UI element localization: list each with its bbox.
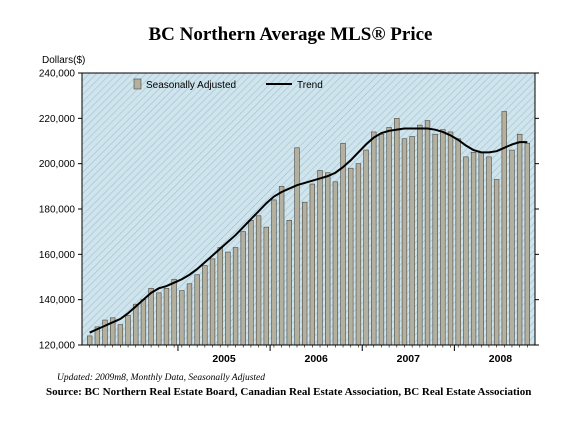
bar: [294, 147, 300, 346]
bar: [478, 152, 484, 346]
x-axis: 20052006200720082009: [89, 345, 581, 365]
bar: [133, 303, 139, 346]
bar: [255, 215, 262, 346]
bar: [148, 288, 154, 346]
y-tick-label: 160,000: [39, 250, 76, 261]
bar: [386, 127, 392, 346]
bar: [378, 133, 385, 346]
bar: [309, 183, 316, 346]
bar: [278, 186, 285, 346]
bar: [455, 138, 461, 346]
bar: [301, 201, 308, 346]
y-tick-label: 120,000: [39, 341, 76, 352]
bar: [209, 258, 216, 346]
bar: [194, 274, 200, 346]
bar: [202, 265, 208, 346]
bar: [186, 283, 193, 346]
bar: [171, 278, 177, 346]
y-axis: 120,000 140,000 160,000 180,000 200,000 220,0…: [39, 69, 539, 352]
y-tick-label: 200,000: [39, 159, 76, 170]
y-tick-label: 220,000: [39, 114, 76, 125]
x-tick-label: 2006: [304, 353, 328, 365]
legend-bar-swatch: [133, 78, 142, 90]
bar: [87, 335, 93, 346]
bar: [424, 120, 431, 346]
y-tick-label: 140,000: [39, 295, 76, 306]
bar: [263, 226, 269, 346]
bar: [179, 290, 185, 346]
bar: [225, 251, 231, 346]
source-note: Source: BC Northern Real Estate Board, C…: [46, 386, 532, 398]
bar: [140, 299, 147, 346]
legend-bar-label: Seasonally Adjusted: [146, 80, 236, 91]
bar: [509, 149, 515, 346]
legend: Seasonally Adjusted Trend: [133, 78, 323, 91]
bar: [271, 199, 277, 346]
bar: [248, 220, 254, 346]
bar: [447, 131, 454, 346]
bar: [355, 163, 362, 346]
bar: [432, 133, 438, 346]
bar: [163, 288, 170, 346]
bar: [493, 179, 500, 346]
bar: [102, 319, 108, 346]
bar: [348, 167, 354, 346]
bar: [524, 142, 531, 346]
y-tick-label: 240,000: [39, 69, 76, 80]
bar: [117, 324, 124, 346]
bar: [371, 131, 377, 346]
y-tick-label: 180,000: [39, 205, 76, 216]
chart-title: BC Northern Average MLS® Price: [148, 24, 433, 45]
bar: [394, 118, 400, 346]
bar: [401, 138, 408, 346]
bar: [125, 315, 131, 346]
footnote: Updated: 2009m8, Monthly Data, Seasonall…: [57, 373, 266, 383]
trend-line: [89, 127, 528, 334]
bar: [417, 124, 423, 346]
bar: [409, 136, 415, 346]
bar: [363, 149, 369, 346]
bar: [317, 170, 323, 346]
bar: [516, 133, 523, 346]
bar: [340, 142, 346, 346]
y-axis-label: Dollars($): [42, 55, 85, 66]
bar: [440, 129, 446, 346]
bar: [470, 152, 477, 346]
bar: [463, 156, 469, 346]
bar: [156, 292, 162, 346]
bar: [286, 220, 292, 346]
x-tick-label: 2008: [489, 353, 513, 365]
bar: [217, 247, 223, 346]
bar: [232, 247, 239, 346]
bar: [325, 172, 331, 346]
bar: [240, 231, 246, 346]
bar: [332, 181, 339, 346]
x-tick-label: 2005: [212, 353, 236, 365]
x-tick-label: 2007: [397, 353, 421, 365]
bar: [486, 156, 492, 346]
legend-line-label: Trend: [297, 80, 323, 91]
